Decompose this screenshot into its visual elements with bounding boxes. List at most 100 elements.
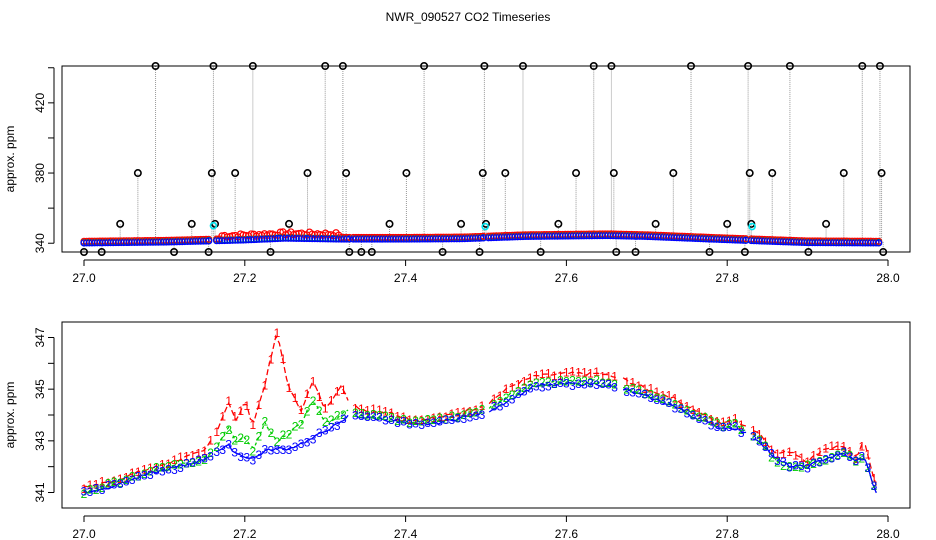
series-3-marker: 3: [249, 453, 256, 467]
series-2-marker: 2: [286, 428, 293, 442]
series-2-marker: 2: [509, 388, 516, 402]
series-2-marker: 2: [479, 402, 486, 416]
series-1-marker: 1: [364, 404, 371, 418]
series-3-marker: 3: [105, 479, 112, 493]
series-3-marker: 3: [575, 377, 582, 391]
series-3-marker: 3: [551, 377, 558, 391]
series-1-marker: 1: [225, 394, 232, 408]
series-1-marker: 1: [207, 434, 214, 448]
series-2-marker: 2: [292, 420, 299, 434]
series-1-marker: 1: [702, 410, 709, 424]
series-1-marker: 1: [672, 391, 679, 405]
series-2-marker: 2: [804, 458, 811, 472]
series-3-marker: 3: [231, 446, 238, 460]
series-3-marker: 3: [243, 451, 250, 465]
detail-plot-frame: [61, 321, 911, 509]
series-2-marker: 2: [780, 459, 787, 473]
series-1-marker: 1: [678, 397, 685, 411]
series-1-marker: 1: [798, 451, 805, 465]
series-3-marker: 3: [340, 412, 347, 426]
series-3-marker: 3: [834, 449, 841, 463]
series-3-marker: 3: [268, 444, 275, 458]
series-2-marker: 2: [328, 413, 335, 427]
series-2-marker: 2: [195, 455, 202, 469]
series-2-marker: 2: [852, 455, 859, 469]
series-1-marker: 1: [322, 401, 329, 415]
series-1-marker: 1: [593, 365, 600, 379]
series-3-marker: 3: [376, 410, 383, 424]
series-3-marker: 3: [581, 378, 588, 392]
series-3-marker: 3: [394, 416, 401, 430]
raw-panel: 27.0 27.2 27.4 27.6 27.8 28.0 340 380 420 approx…: [3, 61, 911, 285]
series-3-marker: 3: [678, 402, 685, 416]
series-2-marker: 2: [189, 456, 196, 470]
series-2-marker: 2: [382, 409, 389, 423]
raw-point-3: [276, 234, 284, 242]
series-2-marker: 2: [455, 411, 462, 425]
raw-point-3: [205, 237, 213, 245]
series-2-marker: 2: [690, 407, 697, 421]
series-3-marker: 3: [237, 450, 244, 464]
series-1-line: [753, 430, 877, 486]
series-3-marker: 3: [99, 483, 106, 497]
series-3-marker: 3: [165, 462, 172, 476]
series-3-marker: 3: [225, 438, 232, 452]
series-3-marker: 3: [660, 394, 667, 408]
series-3-marker: 3: [352, 409, 359, 423]
raw-cyan-point: [209, 221, 218, 230]
series-2-marker: 2: [159, 461, 166, 475]
series-1-marker: 1: [135, 465, 142, 479]
series-2-marker: 2: [213, 440, 220, 454]
series-1-marker: 1: [792, 448, 799, 462]
series-3-marker: 3: [87, 485, 94, 499]
series-1-marker: 1: [690, 403, 697, 417]
series-2-marker: 2: [394, 414, 401, 428]
series-2-marker: 2: [593, 373, 600, 387]
series-3-marker: 3: [461, 412, 468, 426]
spike-marker: [402, 169, 411, 178]
series-2-marker: 2: [581, 374, 588, 388]
series-3-marker: 3: [93, 481, 100, 495]
series-1-marker: 1: [521, 374, 528, 388]
series-2-marker: 2: [316, 404, 323, 418]
series-2-marker: 2: [225, 423, 232, 437]
series-2-marker: 2: [448, 409, 455, 423]
series-2-marker: 2: [298, 417, 305, 431]
series-2-marker: 2: [672, 397, 679, 411]
series-3-marker: 3: [852, 454, 859, 468]
series-1-marker: 1: [455, 406, 462, 420]
series-2-marker: 2: [243, 433, 250, 447]
series-3-marker: 3: [135, 469, 142, 483]
series-1-marker: 1: [418, 413, 425, 427]
series-1-marker: 1: [641, 382, 648, 396]
series-3-marker: 3: [792, 459, 799, 473]
series-3-marker: 3: [798, 459, 805, 473]
series-1-marker: 1: [328, 394, 335, 408]
raw-spike-markers: [80, 61, 888, 257]
raw-x-tick-label: 28.0: [876, 271, 900, 285]
detail-x-tick-label: 28.0: [876, 527, 900, 540]
series-3-marker: 3: [828, 451, 835, 465]
series-3-marker: 3: [726, 420, 733, 434]
series-2-marker: 2: [430, 413, 437, 427]
series-1-marker: 1: [400, 410, 407, 424]
series-1-marker: 1: [201, 444, 208, 458]
series-1-marker: 1: [461, 405, 468, 419]
series-3-line: [488, 381, 616, 413]
series-1-marker: 1: [412, 413, 419, 427]
series-1-marker: 1: [629, 376, 636, 390]
series-1-marker: 1: [406, 413, 413, 427]
series-3-marker: 3: [370, 410, 377, 424]
series-1-marker: 1: [491, 392, 498, 406]
series-2-marker: 2: [865, 461, 872, 475]
series-1-marker: 1: [840, 440, 847, 454]
series-3-marker: 3: [720, 420, 727, 434]
series-2-marker: 2: [557, 374, 564, 388]
series-3-marker: 3: [684, 407, 691, 421]
series-1-marker: 1: [816, 445, 823, 459]
series-3-marker: 3: [177, 461, 184, 475]
series-1-marker: 1: [153, 461, 160, 475]
figure-title: NWR_090527 CO2 Timeseries: [385, 10, 551, 24]
series-3-marker: 3: [641, 387, 648, 401]
